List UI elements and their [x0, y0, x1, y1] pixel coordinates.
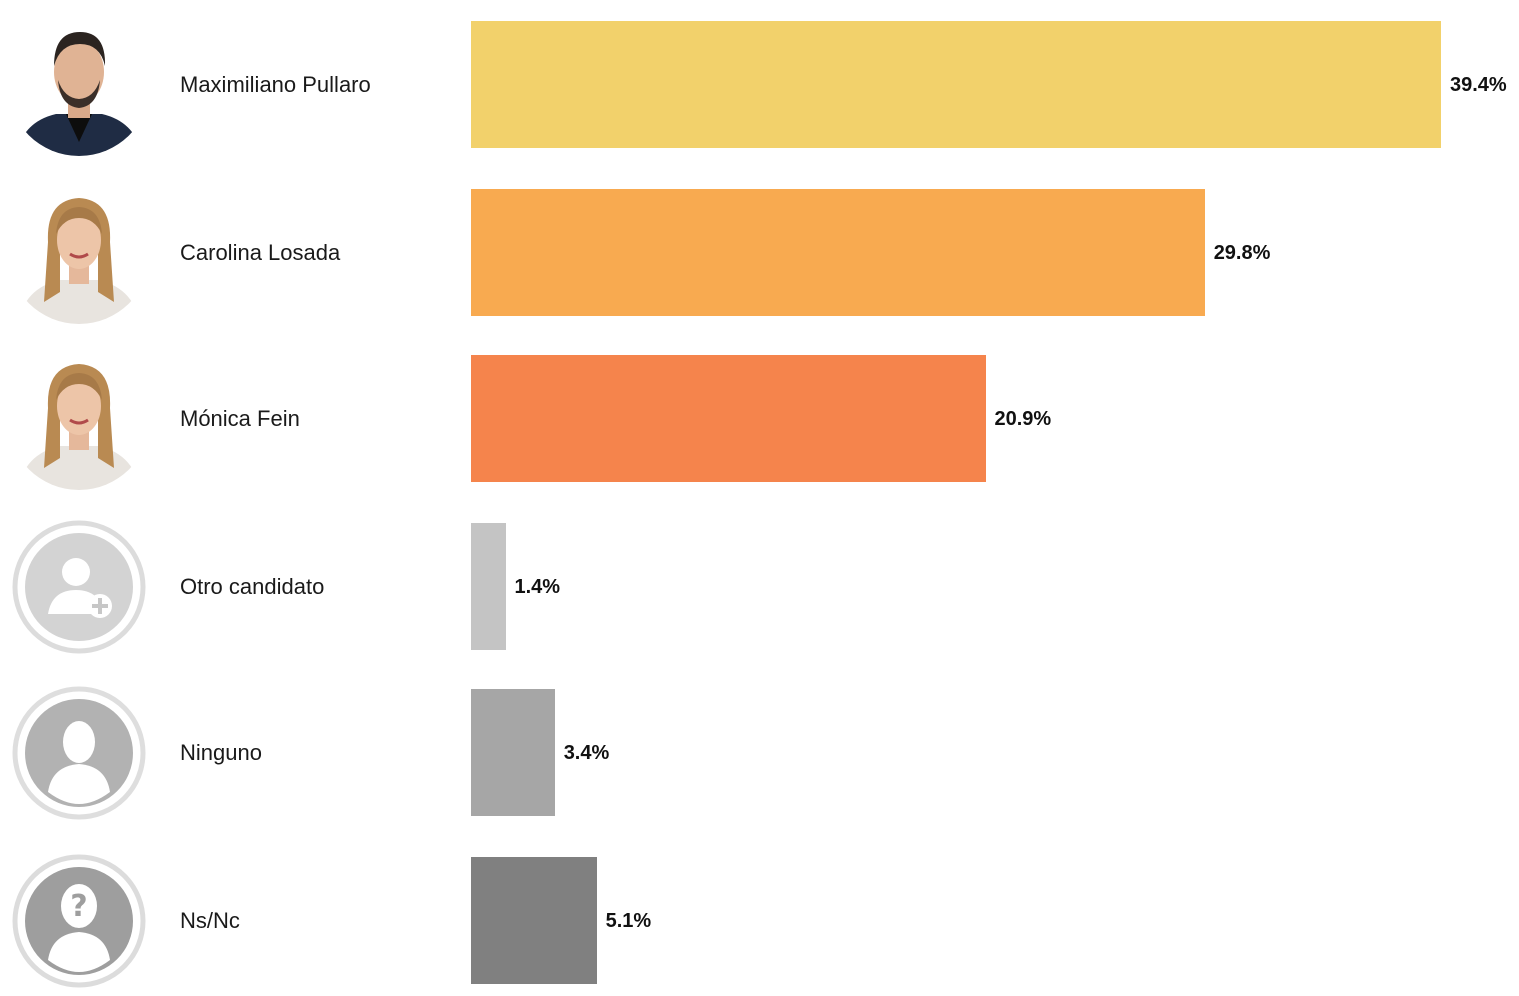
photo-woman-icon: [8, 182, 150, 324]
category-label: Mónica Fein: [180, 406, 300, 431]
chart-row: Mónica Fein 20.9%: [0, 344, 1519, 494]
category-label: Otro candidato: [180, 574, 325, 599]
photo-woman-icon: [8, 348, 150, 490]
person-silhouette-icon: [8, 682, 150, 824]
value-label: 29.8%: [1213, 241, 1271, 264]
svg-text:?: ?: [70, 889, 87, 924]
category-label: Ninguno: [180, 740, 262, 765]
photo-man-icon: [8, 14, 150, 156]
value-label: 20.9%: [994, 407, 1052, 430]
chart-row: Carolina Losada 29.8%: [0, 178, 1519, 328]
category-label: Carolina Losada: [180, 240, 341, 265]
chart-row: Otro candidato 1.4%: [0, 512, 1519, 662]
bar: [471, 189, 1205, 316]
value-label: 5.1%: [605, 909, 652, 932]
chart-row: ? Ns/Nc 5.1%: [0, 846, 1519, 996]
value-label: 39.4%: [1450, 73, 1507, 96]
category-label: Ns/Nc: [180, 908, 240, 933]
bar: [471, 857, 597, 984]
add-person-icon: [8, 516, 150, 658]
chart-row: Maximiliano Pullaro 39.4%: [0, 10, 1519, 160]
bar: [471, 689, 555, 816]
category-label: Maximiliano Pullaro: [180, 72, 371, 97]
chart-row: Ninguno 3.4%: [0, 678, 1519, 828]
bar: [471, 355, 986, 482]
bar: [471, 523, 506, 650]
value-label: 3.4%: [563, 741, 610, 764]
question-person-icon: ?: [8, 850, 150, 992]
bar: [471, 21, 1441, 148]
value-label: 1.4%: [514, 575, 561, 598]
